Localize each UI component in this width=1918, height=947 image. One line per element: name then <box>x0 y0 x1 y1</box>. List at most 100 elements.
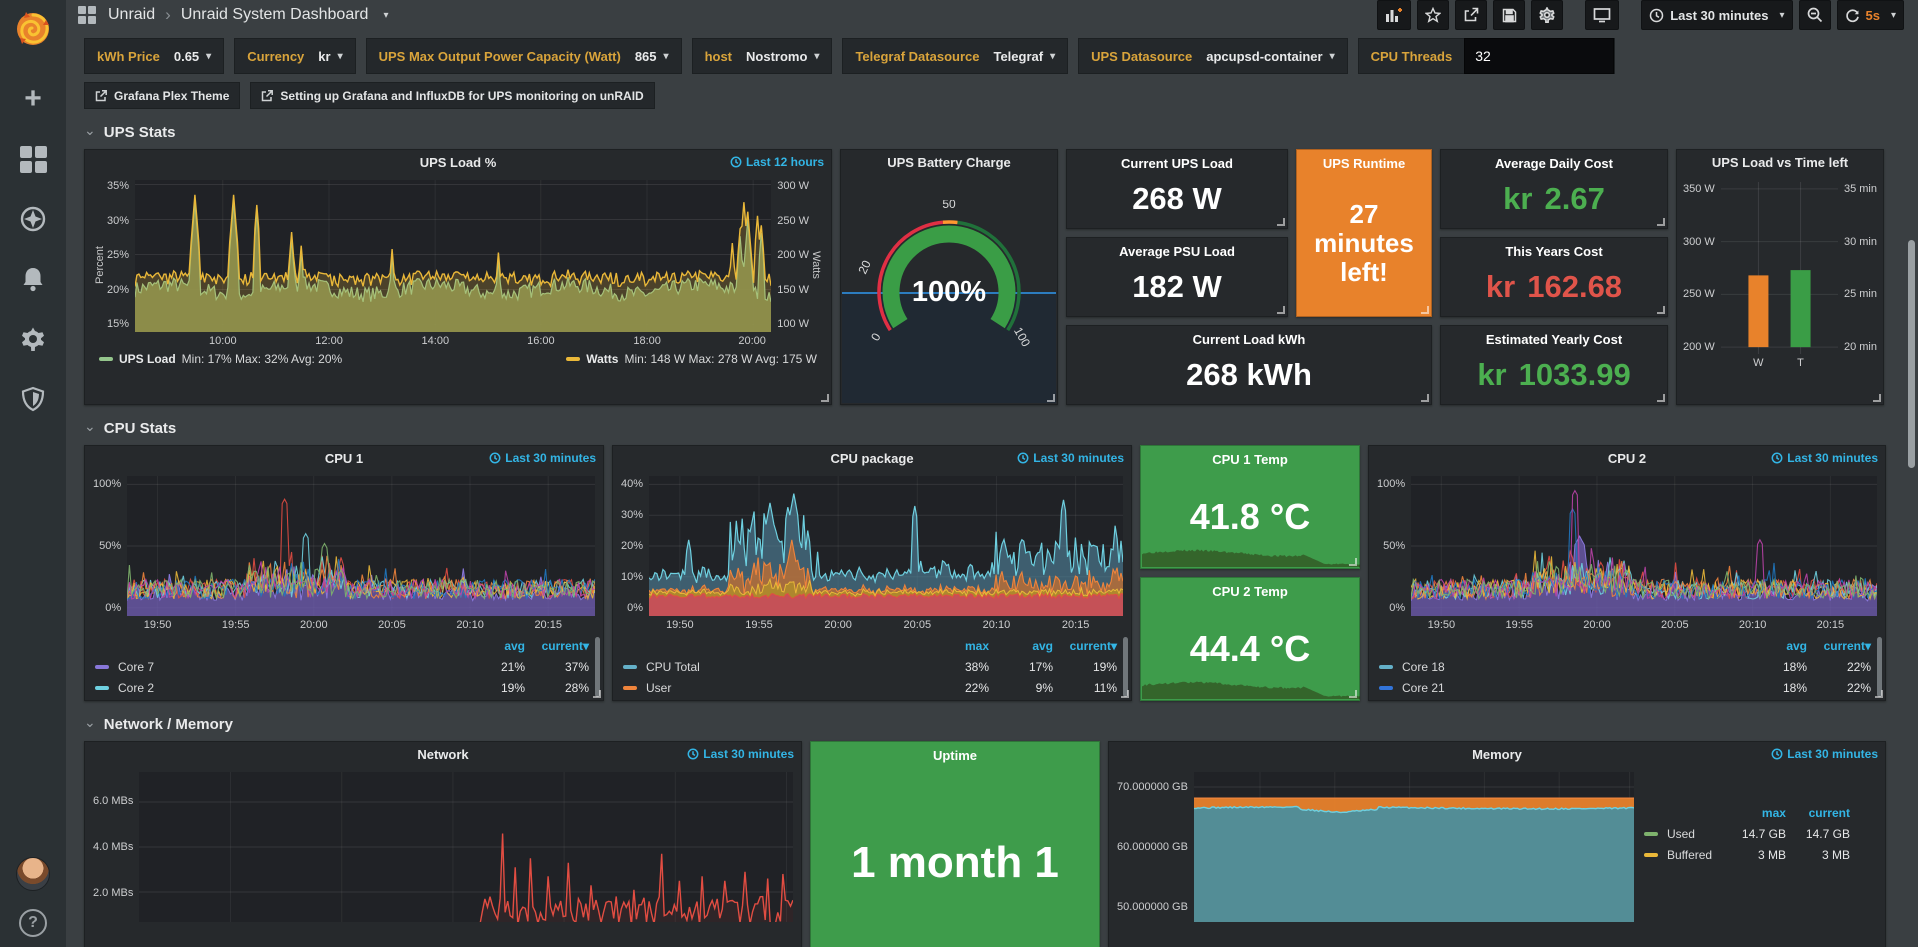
svg-text:50: 50 <box>942 200 956 211</box>
y-ticks-left: 35%30%25%20%15% <box>107 180 135 332</box>
panel-ups-load-vs-time: UPS Load vs Time left 350 W300 W250 W200… <box>1676 149 1884 405</box>
clock-icon <box>687 748 699 760</box>
panel-title[interactable]: UPS Load vs Time left <box>1712 155 1848 170</box>
grafana-logo-icon[interactable] <box>12 8 54 50</box>
cpu1-chart[interactable] <box>127 476 595 616</box>
share-button[interactable] <box>1455 0 1487 30</box>
refresh-button[interactable]: 5s ▾ <box>1837 0 1905 30</box>
legend-scrollbar[interactable] <box>1123 637 1128 697</box>
ups-load-chart[interactable] <box>135 180 771 332</box>
help-icon[interactable]: ? <box>19 909 47 937</box>
refresh-interval-label: 5s <box>1866 8 1880 23</box>
add-panel-button[interactable] <box>1377 0 1411 30</box>
variable-ups-datasource[interactable]: UPS Datasource apcupsd-container▾ <box>1078 38 1347 74</box>
cycle-view-tv-button[interactable] <box>1585 0 1619 30</box>
panel-title[interactable]: CPU package <box>830 451 913 466</box>
panel-title[interactable]: UPS Battery Charge <box>887 155 1011 170</box>
cpu-stats-row: CPU 1 Last 30 minutes 100%50%0% 19:5019:… <box>84 445 1918 701</box>
cost-column: Average Daily Cost kr2.67 This Years Cos… <box>1440 149 1668 405</box>
section-cpu-stats[interactable]: ⌄ CPU Stats <box>84 411 1918 445</box>
variable-telegraf-datasource[interactable]: Telegraf Datasource Telegraf▾ <box>842 38 1068 74</box>
panel-ups-load-pct: UPS Load % Last 12 hours Percent 35%30%2… <box>84 149 832 405</box>
cpu-package-chart[interactable] <box>649 476 1123 616</box>
cpu-threads-input[interactable] <box>1464 38 1614 74</box>
panel-time-range[interactable]: Last 30 minutes <box>1771 747 1878 761</box>
section-ups-stats[interactable]: ⌄ UPS Stats <box>84 115 1918 149</box>
dashboard-caret-icon[interactable]: ▾ <box>383 10 388 21</box>
series-swatch <box>1644 832 1658 836</box>
nav-actions: Last 30 minutes ▾ 5s ▾ <box>1377 0 1904 30</box>
dashboards-icon[interactable] <box>18 144 48 174</box>
stat-value: 1 month 1 <box>811 838 1099 888</box>
legend-scrollbar[interactable] <box>1877 637 1882 697</box>
panel-title[interactable]: CPU 1 <box>325 451 363 466</box>
panel-time-range[interactable]: Last 30 minutes <box>687 747 794 761</box>
create-icon[interactable]: + <box>18 84 48 114</box>
link-ups-monitoring-guide[interactable]: Setting up Grafana and InfluxDB for UPS … <box>250 82 654 109</box>
clock-icon <box>730 156 742 168</box>
dashboard-settings-button[interactable] <box>1531 0 1563 30</box>
panel-ups-runtime: UPS Runtime 27 minutes left! <box>1296 149 1432 317</box>
zoom-out-button[interactable] <box>1799 0 1831 30</box>
time-picker-button[interactable]: Last 30 minutes ▾ <box>1641 0 1792 30</box>
ups-stats-row: UPS Load % Last 12 hours Percent 35%30%2… <box>84 149 1918 405</box>
breadcrumb-dashboard[interactable]: Unraid System Dashboard <box>181 6 369 24</box>
collapse-chevron-icon: ⌄ <box>84 714 96 731</box>
top-nav: Unraid › Unraid System Dashboard ▾ <box>66 0 1918 30</box>
dashboard-grid-icon[interactable] <box>78 6 96 24</box>
panel-time-range[interactable]: Last 30 minutes <box>489 451 596 465</box>
y-axis-label-right: Watts <box>809 180 823 349</box>
x-ticks: 19:5019:5520:0020:0520:1020:15 <box>1411 616 1877 633</box>
series-swatch <box>95 665 109 669</box>
ups-bar-chart[interactable] <box>1721 182 1838 354</box>
legend-row: Core 721%37% <box>95 656 589 677</box>
series-swatch <box>623 686 637 690</box>
legend-table: maxcurrent Used14.7 GB14.7 GB Buffered3 … <box>1634 772 1864 922</box>
dropdown-caret-icon: ▾ <box>338 51 343 62</box>
legend-item[interactable]: UPS LoadMin: 17% Max: 32% Avg: 20% <box>99 352 342 366</box>
panel-title[interactable]: CPU 2 <box>1608 451 1646 466</box>
panel-title[interactable]: Network <box>417 747 468 762</box>
y-axis-label-left: Percent <box>93 180 107 349</box>
y-ticks-right: 35 min30 min25 min20 min <box>1838 182 1877 354</box>
legend-scrollbar[interactable] <box>595 637 600 697</box>
star-button[interactable] <box>1417 0 1449 30</box>
ups-stat-cluster: Current UPS Load 268 W Average PSU Load … <box>1066 149 1432 405</box>
y-ticks: 100%50%0% <box>93 476 127 616</box>
memory-chart[interactable] <box>1194 772 1634 922</box>
variable-host[interactable]: host Nostromo▾ <box>692 38 833 74</box>
clock-icon <box>1017 452 1029 464</box>
variable-kwh-price[interactable]: kWh Price 0.65▾ <box>84 38 224 74</box>
panel-time-range[interactable]: Last 30 minutes <box>1771 451 1878 465</box>
sidebar-bottom: ? <box>16 857 50 937</box>
svg-text:100: 100 <box>1011 325 1033 350</box>
explore-compass-icon[interactable] <box>18 204 48 234</box>
panel-cpu-2: CPU 2 Last 30 minutes 100%50%0% 19:5019:… <box>1368 445 1886 701</box>
alerting-bell-icon[interactable] <box>18 264 48 294</box>
page-scrollbar[interactable] <box>1908 240 1915 468</box>
section-network-memory[interactable]: ⌄ Network / Memory <box>84 707 1918 741</box>
external-link-icon <box>261 90 273 102</box>
svg-text:0: 0 <box>868 330 884 343</box>
panel-title[interactable]: UPS Load % <box>420 155 497 170</box>
y-ticks: 6.0 MBs4.0 MBs2.0 MBs <box>93 772 139 922</box>
link-grafana-plex-theme[interactable]: Grafana Plex Theme <box>84 82 240 109</box>
panel-memory: Memory Last 30 minutes 70.000000 GB60.00… <box>1108 741 1886 947</box>
panel-title[interactable]: Memory <box>1472 747 1522 762</box>
breadcrumb-folder[interactable]: Unraid <box>108 6 155 24</box>
save-button[interactable] <box>1493 0 1525 30</box>
panel-time-range[interactable]: Last 30 minutes <box>1017 451 1124 465</box>
legend-item[interactable]: WattsMin: 148 W Max: 278 W Avg: 175 W <box>566 352 817 366</box>
variable-ups-max-power[interactable]: UPS Max Output Power Capacity (Watt) 865… <box>366 38 682 74</box>
y-ticks: 70.000000 GB60.000000 GB50.000000 GB <box>1117 772 1194 922</box>
series-swatch <box>1379 686 1393 690</box>
variable-currency[interactable]: Currency kr▾ <box>234 38 355 74</box>
user-avatar[interactable] <box>16 857 50 891</box>
legend-table: avgcurrent▾ Core 721%37% Core 219%28% <box>85 633 603 698</box>
network-chart[interactable] <box>139 772 793 922</box>
cpu2-chart[interactable] <box>1411 476 1877 616</box>
server-admin-shield-icon[interactable] <box>18 384 48 414</box>
configuration-gear-icon[interactable] <box>18 324 48 354</box>
refresh-caret-icon: ▾ <box>1891 10 1896 21</box>
panel-time-range[interactable]: Last 12 hours <box>730 155 824 169</box>
